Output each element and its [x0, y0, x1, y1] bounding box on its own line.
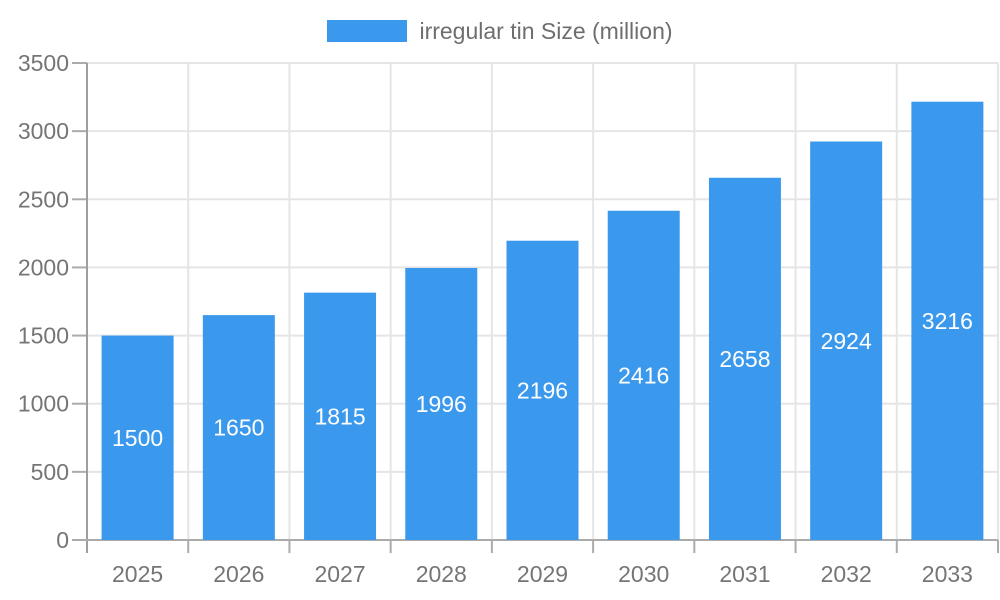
y-axis-tick-label: 1500 — [18, 323, 69, 349]
x-axis-tick-label: 2033 — [922, 561, 973, 587]
bar-value-label: 1996 — [416, 391, 467, 417]
x-axis-tick-label: 2031 — [719, 561, 770, 587]
x-axis-tick-label: 2029 — [517, 561, 568, 587]
legend-label: irregular tin Size (million) — [419, 18, 673, 44]
bar-2026[interactable] — [202, 315, 275, 540]
y-axis-tick-label: 0 — [56, 527, 69, 553]
x-axis-tick-label: 2026 — [213, 561, 264, 587]
bar-2031[interactable] — [708, 177, 781, 541]
bar-value-label: 1815 — [314, 403, 365, 429]
bar-value-label: 3216 — [922, 308, 973, 334]
legend-swatch — [327, 20, 408, 42]
bar-value-label: 2658 — [719, 346, 770, 372]
bar-value-label: 2196 — [517, 377, 568, 403]
bar-value-label: 1500 — [112, 425, 163, 451]
x-axis-tick-label: 2027 — [314, 561, 365, 587]
bar-2030[interactable] — [607, 210, 680, 541]
x-axis-tick-label: 2032 — [821, 561, 872, 587]
x-axis-tick-label: 2025 — [112, 561, 163, 587]
bar-value-label: 1650 — [213, 415, 264, 441]
y-axis-tick-label: 500 — [31, 459, 69, 485]
y-axis-tick-label: 2500 — [18, 186, 69, 212]
x-axis-tick-label: 2030 — [618, 561, 669, 587]
bar-2032[interactable] — [810, 141, 883, 541]
bar-value-label: 2416 — [618, 362, 669, 388]
bar-2029[interactable] — [506, 240, 579, 541]
bar-2025[interactable] — [101, 335, 174, 540]
y-axis-tick-label: 1000 — [18, 391, 69, 417]
legend[interactable]: irregular tin Size (million) — [0, 18, 1000, 44]
bar-value-label: 2924 — [821, 328, 872, 354]
bar-2033[interactable] — [911, 101, 984, 540]
y-axis-tick-label: 3000 — [18, 118, 69, 144]
y-axis-tick-label: 3500 — [18, 50, 69, 76]
bar-2028[interactable] — [405, 267, 478, 540]
y-axis-tick-label: 2000 — [18, 254, 69, 280]
bar-2027[interactable] — [304, 292, 377, 540]
x-axis-tick-label: 2028 — [416, 561, 467, 587]
